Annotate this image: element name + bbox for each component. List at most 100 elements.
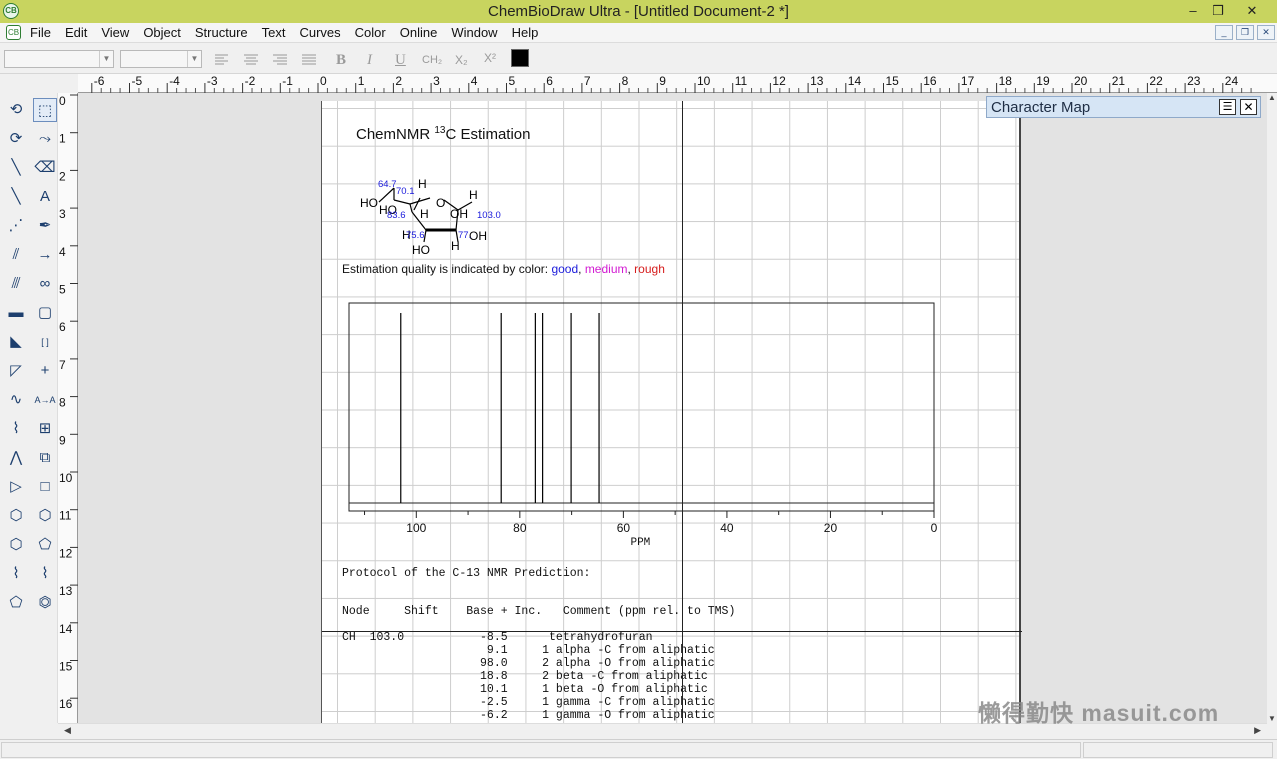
menu-curves[interactable]: Curves [299, 25, 341, 40]
wedge-bond-icon[interactable]: ◣ [10, 333, 22, 350]
chevron-down-icon[interactable]: ▼ [99, 51, 113, 67]
cyclohexane-chair-icon[interactable]: ⬡ [9, 507, 23, 524]
ruler-label: 14 [848, 74, 862, 88]
chair-conformation-1-icon[interactable]: ⌇ [12, 565, 20, 582]
menu-online[interactable]: Online [399, 25, 438, 40]
document-page[interactable] [321, 101, 1021, 723]
mass-fragmentation-icon[interactable]: ⤳ [38, 130, 51, 147]
hashed-wedge-icon[interactable]: ⫻ [11, 275, 21, 292]
minimize-icon[interactable]: – [1189, 3, 1197, 18]
menu-view[interactable]: View [101, 25, 130, 40]
menu-help[interactable]: Help [511, 25, 539, 40]
ruler-label: 7 [59, 358, 66, 372]
brackets-icon[interactable]: [ ] [41, 337, 49, 347]
align-right-icon[interactable] [273, 54, 287, 65]
cyclohexane-icon[interactable]: ⬡ [9, 536, 23, 553]
shift-label-64: 64.7 [378, 179, 397, 190]
menu-lines-icon[interactable]: ☰ [1219, 99, 1236, 115]
chembiodraw-app-icon[interactable]: CB [3, 3, 19, 19]
ruler-label: 9 [59, 433, 66, 447]
play-icon[interactable]: ▷ [10, 478, 22, 495]
vertical-ruler: 0 1 2 3 4 5 6 7 8 9 10 11 12 13 14 15 16 [58, 93, 78, 723]
orbital-icon[interactable]: ∞ [39, 275, 51, 292]
text-tool-icon[interactable]: A [39, 188, 50, 205]
hexagon-icon[interactable]: ⬡ [38, 507, 52, 524]
scroll-right-icon[interactable]: ▶ [1254, 725, 1261, 735]
marquee-icon[interactable]: ⬚ [33, 98, 57, 122]
molecule-structure[interactable]: HO HO HO OH OH O H H H H H 64.7 70.1 83.… [354, 172, 514, 258]
restore-icon[interactable]: ❒ [1212, 3, 1224, 18]
vertical-scrollbar[interactable]: ▲ ▼ [1267, 93, 1277, 723]
rounded-rect-icon[interactable]: ▢ [37, 304, 53, 321]
wavy-bond-icon[interactable]: ∿ [9, 391, 23, 408]
quality-sep-2: , [627, 262, 635, 276]
document-window-controls: _ ❐ ✕ [1212, 25, 1275, 40]
hashed-bond-icon[interactable]: ⫽ [12, 246, 20, 263]
size-combo[interactable]: ▼ [120, 50, 202, 68]
quality-good: good [551, 262, 579, 276]
close-icon[interactable]: ✕ [1246, 3, 1258, 18]
shift-label-70: 70.1 [396, 186, 415, 197]
acyclic-chain-icon[interactable]: ⋀ [9, 449, 23, 466]
eraser-icon[interactable]: ⌫ [34, 159, 56, 176]
ruler-label: 13 [810, 74, 824, 88]
menu-object[interactable]: Object [143, 25, 181, 40]
pen-icon[interactable]: ✒ [38, 217, 52, 234]
menu-structure[interactable]: Structure [194, 25, 248, 40]
ruler-label: -3 [207, 74, 218, 88]
menu-file[interactable]: File [30, 25, 51, 40]
quality-medium: medium [584, 262, 628, 276]
align-justify-icon[interactable] [302, 54, 316, 65]
solid-bond-tool-icon[interactable]: ╲ [11, 188, 21, 205]
cyclopentane-icon[interactable]: ⬠ [38, 536, 52, 553]
doc-minimize-icon[interactable]: _ [1215, 25, 1233, 40]
scroll-up-icon[interactable]: ▲ [1268, 93, 1276, 102]
underline-button[interactable]: U [395, 52, 406, 68]
charge-icon[interactable]: + [40, 362, 50, 379]
rectangle-icon[interactable]: □ [40, 478, 50, 495]
status-bar [0, 739, 1277, 759]
close-icon[interactable]: ✕ [1240, 99, 1257, 115]
rotate-icon[interactable]: ⟳ [9, 130, 23, 147]
menu-window[interactable]: Window [451, 25, 498, 40]
doc-close-icon[interactable]: ✕ [1257, 25, 1275, 40]
document-icon[interactable]: CB [6, 25, 21, 40]
align-center-icon[interactable] [244, 54, 258, 65]
menu-color[interactable]: Color [354, 25, 386, 40]
chain-icon[interactable]: ⌇ [12, 420, 20, 437]
chevron-down-icon[interactable]: ▼ [187, 51, 201, 67]
tlc-plate-icon[interactable]: ⧉ [39, 449, 51, 466]
font-combo[interactable]: ▼ [4, 50, 114, 68]
dashed-bond-icon[interactable]: ⋰ [8, 217, 24, 234]
scroll-down-icon[interactable]: ▼ [1268, 714, 1276, 723]
superscript-button[interactable]: X² [484, 51, 496, 65]
bold-button[interactable]: B [336, 52, 347, 68]
chair-conformation-2-icon[interactable]: ⌇ [41, 565, 49, 582]
formula-button[interactable]: CH₂ [422, 54, 443, 66]
lasso-icon[interactable]: ⟲ [9, 101, 23, 118]
reaction-mapping-icon[interactable]: A→A [34, 395, 56, 405]
table-icon[interactable]: ⊞ [38, 420, 52, 437]
arrow-icon[interactable]: → [37, 246, 53, 263]
pentagon-icon[interactable]: ⬠ [9, 594, 23, 611]
align-left-icon[interactable] [215, 54, 228, 65]
scroll-left-icon[interactable]: ◀ [64, 725, 71, 735]
solid-bond-icon[interactable]: ╲ [11, 159, 21, 176]
subscript-button[interactable]: X₂ [455, 53, 468, 67]
menu-edit[interactable]: Edit [64, 25, 88, 40]
ruler-label: -6 [94, 74, 105, 88]
horizontal-scrollbar[interactable]: ◀ ▶ [58, 723, 1267, 737]
hollow-wedge-icon[interactable]: ◸ [10, 362, 22, 379]
nmr-spectrum-chart[interactable]: 100 80 60 40 20 0 PPM [340, 296, 950, 556]
menu-bar: CB File Edit View Object Structure Text … [0, 23, 1277, 43]
doc-restore-icon[interactable]: ❐ [1236, 25, 1254, 40]
menu-text[interactable]: Text [261, 25, 286, 40]
italic-button[interactable]: I [367, 52, 372, 68]
color-well[interactable] [511, 49, 529, 67]
bold-bond-icon[interactable]: ▬ [8, 304, 24, 321]
benzene-icon[interactable]: ⏣ [38, 594, 52, 611]
ruler-label: 1 [59, 132, 66, 146]
document-canvas[interactable] [78, 93, 1277, 723]
character-map-panel[interactable]: Character Map ☰ ✕ [986, 96, 1261, 118]
